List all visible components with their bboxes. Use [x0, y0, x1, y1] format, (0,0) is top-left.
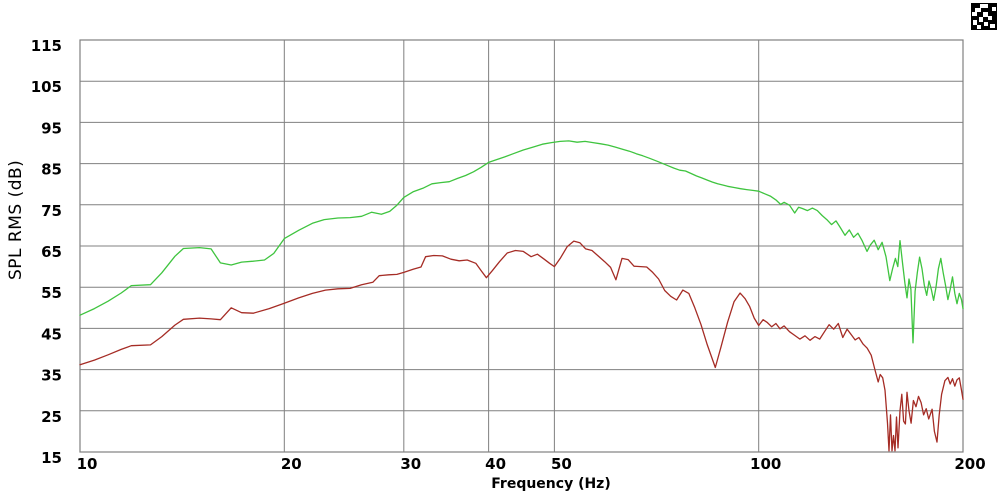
- corner-logo-icon: [971, 3, 997, 30]
- y-tick-label: 115: [31, 37, 62, 55]
- x-tick-label: 20: [281, 455, 302, 473]
- y-tick-label: 105: [31, 78, 62, 96]
- plot-border: [79, 39, 964, 453]
- y-axis-title: SPL RMS (dB): [6, 159, 26, 281]
- x-tick-label: 50: [551, 455, 572, 473]
- x-tick-label: 30: [400, 455, 421, 473]
- y-tick-label: 25: [41, 408, 62, 426]
- x-tick-label: 10: [77, 455, 98, 473]
- y-tick-label: 75: [41, 202, 62, 220]
- y-tick-label: 45: [41, 325, 62, 343]
- y-tick-label: 55: [41, 284, 62, 302]
- series-green-trace-line: [79, 140, 964, 344]
- y-tick-label: 85: [41, 161, 62, 179]
- x-tick-label: 100: [750, 455, 781, 473]
- x-tick-label: 200: [954, 455, 985, 473]
- y-tick-label: 65: [41, 243, 62, 261]
- x-axis-title: Frequency (Hz): [491, 476, 611, 492]
- y-tick-label: 35: [41, 367, 62, 385]
- series-dark-red-trace-line: [79, 240, 964, 452]
- y-tick-label: 15: [41, 449, 62, 467]
- x-tick-label: 40: [485, 455, 506, 473]
- y-tick-label: 95: [41, 119, 62, 137]
